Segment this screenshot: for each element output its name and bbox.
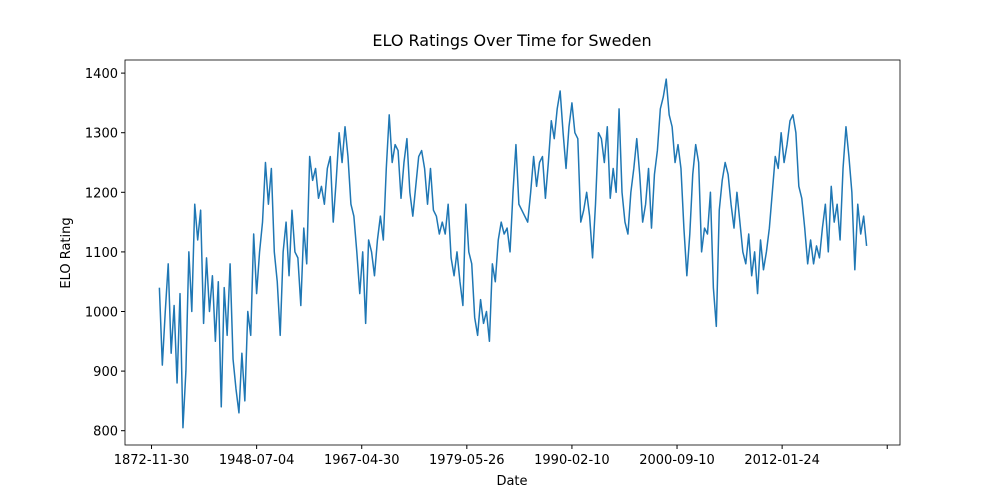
y-tick-label: 800 <box>93 425 118 440</box>
x-tick-label: 2000-09-10 <box>639 453 715 468</box>
chart-title: ELO Ratings Over Time for Sweden <box>372 31 651 50</box>
y-tick-label: 1100 <box>85 246 118 261</box>
line <box>158 78 868 429</box>
y-tick-label: 1000 <box>85 306 118 321</box>
y-tick-label: 1400 <box>85 67 118 82</box>
x-tick-label: 1967-04-30 <box>324 453 400 468</box>
x-tick-label: 1990-02-10 <box>534 453 610 468</box>
plot-frame <box>124 59 901 446</box>
x-tick-label: 1948-07-04 <box>219 453 295 468</box>
x-tick-label: 1979-05-26 <box>429 453 505 468</box>
y-tick-label: 900 <box>93 365 118 380</box>
x-tick-label: 2012-01-24 <box>744 453 820 468</box>
y-tick-label: 1200 <box>85 186 118 201</box>
x-axis-label: Date <box>496 474 527 489</box>
x-tick-label: 1872-11-30 <box>114 453 190 468</box>
y-axis-label: ELO Rating <box>59 217 74 288</box>
y-tick-label: 1300 <box>85 127 118 142</box>
